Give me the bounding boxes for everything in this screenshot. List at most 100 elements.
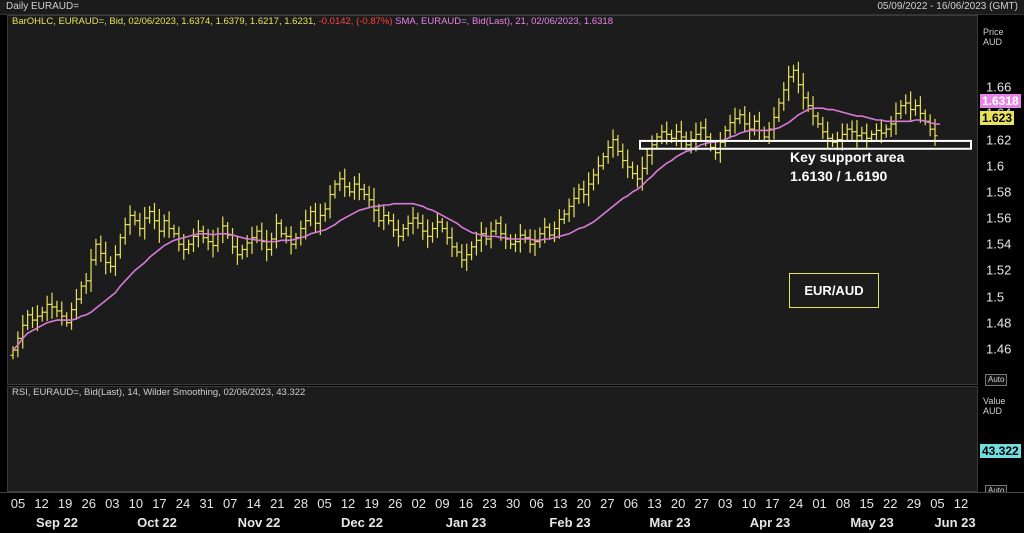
day-tick-label: 13 (647, 496, 662, 511)
day-tick-label: 05 (10, 496, 26, 511)
rsi-value-tag: 43.322 (980, 444, 1021, 458)
day-tick-label: 03 (105, 496, 120, 511)
ohlc-bar (190, 228, 196, 253)
ohlc-bar (488, 221, 494, 249)
price-panel[interactable] (7, 15, 978, 385)
ohlc-bar (591, 168, 597, 191)
ohlc-bar (776, 98, 782, 123)
ohlc-bar (839, 123, 845, 151)
ohlc-bar (615, 134, 621, 157)
ohlc-bar (371, 188, 377, 222)
month-tick-label: Jan 23 (445, 515, 487, 530)
day-tick-label: 30 (505, 496, 521, 511)
price-auto-button[interactable]: Auto (985, 374, 1008, 386)
price-tick-label: 1.58 (986, 184, 1012, 200)
date-range: 05/09/2022 - 16/06/2023 (GMT) (877, 1, 1018, 12)
ohlc-bar (259, 222, 265, 251)
day-tick-label: 02 (411, 496, 426, 511)
ohlc-bar (112, 245, 118, 276)
ohlc-bar (49, 292, 55, 319)
ohlc-bar (347, 181, 353, 197)
month-tick-label: Nov 22 (237, 515, 281, 530)
price-legend: BarOHLC, EURAUD=, Bid, 02/06/2023, 1.637… (12, 16, 613, 28)
price-tick-label: 1.54 (986, 236, 1012, 252)
day-tick-label: 22 (883, 496, 898, 511)
ohlc-bar (815, 112, 821, 128)
ohlc-bar (703, 118, 709, 147)
day-tick-label: 05 (930, 496, 945, 511)
ohlc-bar (342, 168, 348, 197)
month-tick-label: Jun 23 (934, 515, 976, 530)
month-tick-label: Mar 23 (649, 515, 691, 530)
rsi-legend-text: RSI, EURAUD=, Bid(Last), 14, Wilder Smoo… (12, 387, 306, 398)
price-tick-label: 1.46 (986, 341, 1012, 357)
ohlc-bar (366, 185, 372, 209)
month-tick-label: Apr 23 (749, 515, 791, 530)
ohlc-bar (781, 82, 787, 111)
time-axis[interactable] (0, 492, 1024, 533)
rsi-axis[interactable] (978, 386, 1024, 492)
ohlc-bar (381, 206, 387, 231)
ohlc-bar (59, 301, 65, 326)
ohlc-bar (361, 183, 367, 201)
price-axis-unit: AUD (983, 37, 1003, 47)
ohlc-bar (473, 231, 479, 256)
ohlc-bar (264, 229, 270, 262)
ohlc-bar (54, 300, 60, 318)
rsi-axis-unit: AUD (983, 406, 1003, 416)
ohlc-bar (649, 135, 655, 165)
day-tick-label: 03 (718, 496, 733, 511)
ohlc-bar (820, 116, 826, 139)
day-tick-label: 13 (552, 496, 568, 511)
ohlc-bar (873, 123, 879, 142)
ohlc-bar (69, 302, 75, 330)
day-tick-label: 15 (859, 496, 874, 511)
month-tick-label: Feb 23 (549, 515, 591, 530)
ohlc-bar (400, 223, 406, 242)
price-axis[interactable] (978, 15, 1024, 385)
ohlc-bar (547, 223, 553, 239)
ohlc-bar (88, 248, 94, 292)
ohlc-bar (908, 91, 914, 122)
ohlc-bar (117, 233, 123, 259)
day-tick-label: 01 (812, 496, 827, 511)
ohlc-bar (132, 210, 138, 226)
ohlc-bar (93, 238, 99, 266)
ohlc-bar (527, 229, 533, 253)
ohlc-bar (239, 244, 245, 260)
ohlc-bar (142, 207, 148, 240)
ohlc-bar (73, 288, 79, 320)
ohlc-bar (498, 216, 504, 241)
price-tick-label: 1.52 (986, 262, 1012, 278)
ohlc-bar (337, 171, 343, 192)
ohlc-bar (391, 213, 397, 237)
day-tick-label: 07 (222, 496, 238, 511)
sma-line (12, 107, 940, 351)
ohlc-bar (854, 120, 860, 148)
support-annotation: Key support area 1.6130 / 1.6190 (790, 148, 904, 186)
change-legend: -0.0142, (-0.87%) (318, 16, 393, 27)
ohlc-bar (551, 221, 557, 243)
ohlc-bar (903, 94, 909, 115)
sma-value-tag: 1.6318 (980, 94, 1021, 108)
ohlc-bar (83, 273, 89, 294)
month-tick-label: Sep 22 (36, 515, 78, 530)
close-value-tag: 1.623 (980, 111, 1015, 125)
ohlc-bar (537, 227, 543, 248)
ohlc-bar (34, 305, 40, 332)
ohlc-bar (576, 183, 582, 204)
ohlc-bar (630, 161, 636, 180)
day-tick-label: 06 (529, 496, 544, 511)
day-tick-label: 28 (293, 496, 309, 511)
ohlc-bar (156, 208, 162, 243)
ohlc-bar (786, 65, 792, 101)
ohlc-bar (761, 126, 767, 141)
ohlc-bar (225, 222, 231, 239)
ohlc-bar (405, 215, 411, 237)
ohlc-bar (644, 149, 650, 175)
ohlc-bar (556, 209, 562, 239)
ohlc-bar (410, 207, 416, 235)
rsi-panel[interactable] (7, 386, 978, 492)
ohlc-bar (98, 235, 104, 263)
